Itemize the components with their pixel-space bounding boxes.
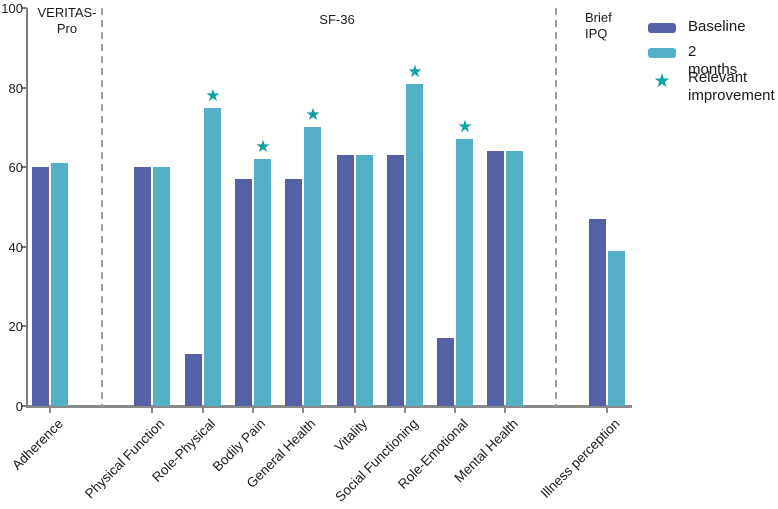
bar-2months-role-emotional	[456, 139, 473, 406]
y-tick-100	[21, 7, 27, 9]
y-tick-0	[21, 405, 27, 407]
star-icon: ★	[653, 71, 671, 92]
bar-2months-mental-health	[506, 151, 523, 406]
bar-2months-physical-function	[153, 167, 170, 406]
section-separator-veritas-sf36	[101, 8, 103, 406]
x-tick-vitality	[354, 408, 356, 413]
legend-label-baseline: Baseline	[688, 18, 746, 35]
bar-2months-role-physical	[204, 107, 221, 406]
y-tick-40	[21, 245, 27, 248]
x-label-adherence: Adherence	[8, 416, 66, 473]
y-tick-label-0: 0	[15, 399, 23, 414]
relevant-improvement-star-general-health: ★	[305, 105, 321, 125]
baseline-swatch-icon	[648, 23, 676, 33]
bar-baseline-mental-health	[487, 151, 504, 406]
bar-2months-bodily-pain	[254, 159, 271, 406]
section-header-sf-36: SF-36	[319, 12, 355, 27]
legend-label-2months: 2 months	[688, 43, 738, 78]
x-tick-physical-function	[151, 408, 153, 413]
bar-baseline-physical-function	[134, 167, 151, 406]
bar-2months-illness-perception	[608, 250, 625, 406]
bar-baseline-bodily-pain	[235, 179, 252, 406]
x-label-physical-function: Physical Function	[82, 416, 168, 502]
y-tick-label-100: 100	[1, 1, 23, 16]
x-tick-adherence	[49, 408, 51, 413]
y-axis-line	[26, 8, 28, 408]
x-tick-role-emotional	[454, 408, 456, 413]
relevant-improvement-star-role-physical: ★	[205, 85, 221, 105]
y-tick-label-40: 40	[8, 239, 23, 255]
bar-baseline-role-emotional	[437, 338, 454, 406]
x-tick-illness-perception	[606, 408, 608, 413]
x-label-illness-perception: Illness perception	[537, 416, 623, 501]
bar-baseline-vitality	[337, 155, 354, 406]
y-tick-60	[21, 166, 27, 169]
bar-2months-general-health	[304, 127, 321, 406]
bar-2months-adherence	[51, 163, 68, 406]
section-header-veritas-pro: VERITAS- Pro	[37, 5, 97, 36]
bar-baseline-adherence	[32, 167, 49, 406]
bar-baseline-illness-perception	[589, 218, 606, 406]
x-label-vitality: Vitality	[332, 416, 371, 455]
y-tick-20	[21, 325, 27, 328]
y-tick-80	[21, 86, 27, 89]
y-tick-label-20: 20	[8, 319, 23, 335]
two-months-swatch-icon	[648, 48, 676, 58]
section-separator-sf36-briefipq	[555, 8, 557, 406]
bar-baseline-general-health	[285, 179, 302, 406]
relevant-improvement-star-role-emotional: ★	[457, 117, 473, 137]
relevant-improvement-star-social-functioning: ★	[407, 61, 423, 81]
x-axis-line	[28, 405, 632, 408]
x-tick-bodily-pain	[252, 408, 254, 413]
relevant-improvement-star-bodily-pain: ★	[255, 137, 271, 157]
x-tick-general-health	[302, 408, 304, 413]
x-tick-role-physical	[202, 408, 204, 413]
bar-2months-vitality	[356, 155, 373, 406]
x-tick-mental-health	[504, 408, 506, 413]
y-tick-label-60: 60	[8, 160, 23, 176]
section-header-brief-ipq: Brief IPQ	[585, 10, 612, 41]
y-tick-label-80: 80	[8, 80, 23, 96]
bar-baseline-social-functioning	[387, 155, 404, 406]
bar-baseline-role-physical	[185, 354, 202, 406]
bar-2months-social-functioning	[406, 83, 423, 406]
legend-label-relevant-improvement: Relevant improvement	[688, 69, 775, 104]
x-tick-social-functioning	[404, 408, 406, 413]
